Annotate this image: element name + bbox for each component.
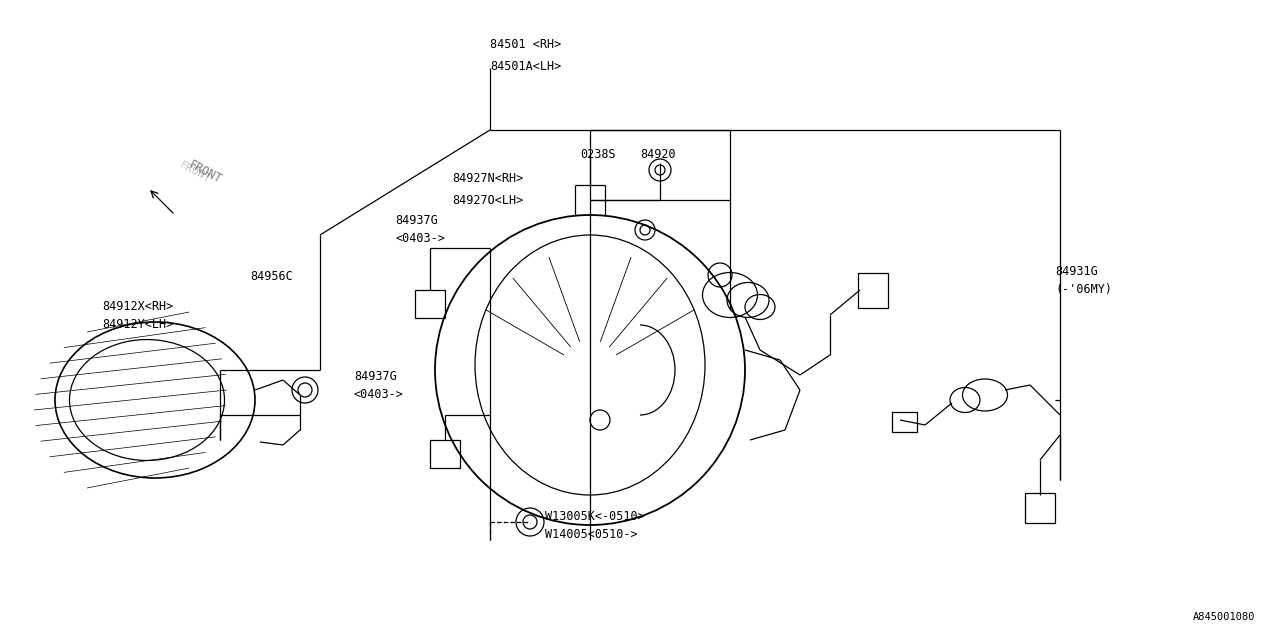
Text: A845001080: A845001080: [1193, 612, 1254, 622]
Text: 84937G: 84937G: [355, 370, 397, 383]
Text: FRONT: FRONT: [178, 160, 212, 185]
Bar: [415, 290, 445, 318]
Bar: [430, 440, 460, 468]
Text: <0403->: <0403->: [396, 232, 445, 245]
Text: 84956C: 84956C: [250, 270, 293, 283]
Text: FRONT: FRONT: [186, 158, 224, 186]
Ellipse shape: [69, 340, 224, 460]
Text: W13005K<-0510>: W13005K<-0510>: [545, 510, 645, 523]
Text: 84501 <RH>: 84501 <RH>: [490, 38, 561, 51]
Text: 84920: 84920: [640, 148, 676, 161]
Text: 84927O<LH>: 84927O<LH>: [452, 194, 524, 207]
Text: 84927N<RH>: 84927N<RH>: [452, 172, 524, 185]
Text: 84912X<RH>: 84912X<RH>: [102, 300, 173, 313]
Text: 84937G: 84937G: [396, 214, 438, 227]
Text: 84912Y<LH>: 84912Y<LH>: [102, 318, 173, 331]
Bar: [892, 412, 916, 432]
Bar: [858, 273, 888, 308]
Text: (-'06MY): (-'06MY): [1055, 283, 1112, 296]
Text: W14005<0510->: W14005<0510->: [545, 528, 637, 541]
Text: 84501A<LH>: 84501A<LH>: [490, 60, 561, 73]
Bar: [1025, 493, 1055, 523]
Text: <0403->: <0403->: [355, 388, 404, 401]
Text: 84931G: 84931G: [1055, 265, 1098, 278]
Text: 0238S: 0238S: [580, 148, 616, 161]
